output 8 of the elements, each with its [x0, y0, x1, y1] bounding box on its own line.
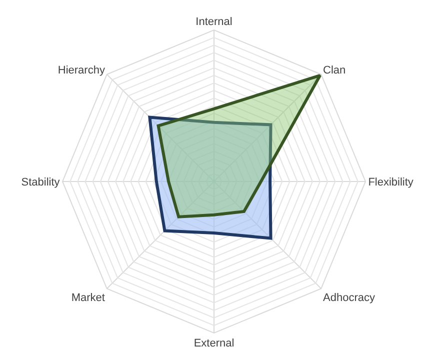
spoke-label: Market [71, 292, 105, 304]
spoke-label: Flexibility [368, 176, 414, 188]
spoke-label: Adhocracy [323, 292, 376, 304]
spoke-label: Stability [21, 176, 60, 188]
spoke-label: Hierarchy [58, 64, 106, 77]
spoke-label: External [194, 338, 234, 350]
spoke-label: Clan [323, 64, 346, 77]
spoke-label: Internal [196, 16, 232, 28]
